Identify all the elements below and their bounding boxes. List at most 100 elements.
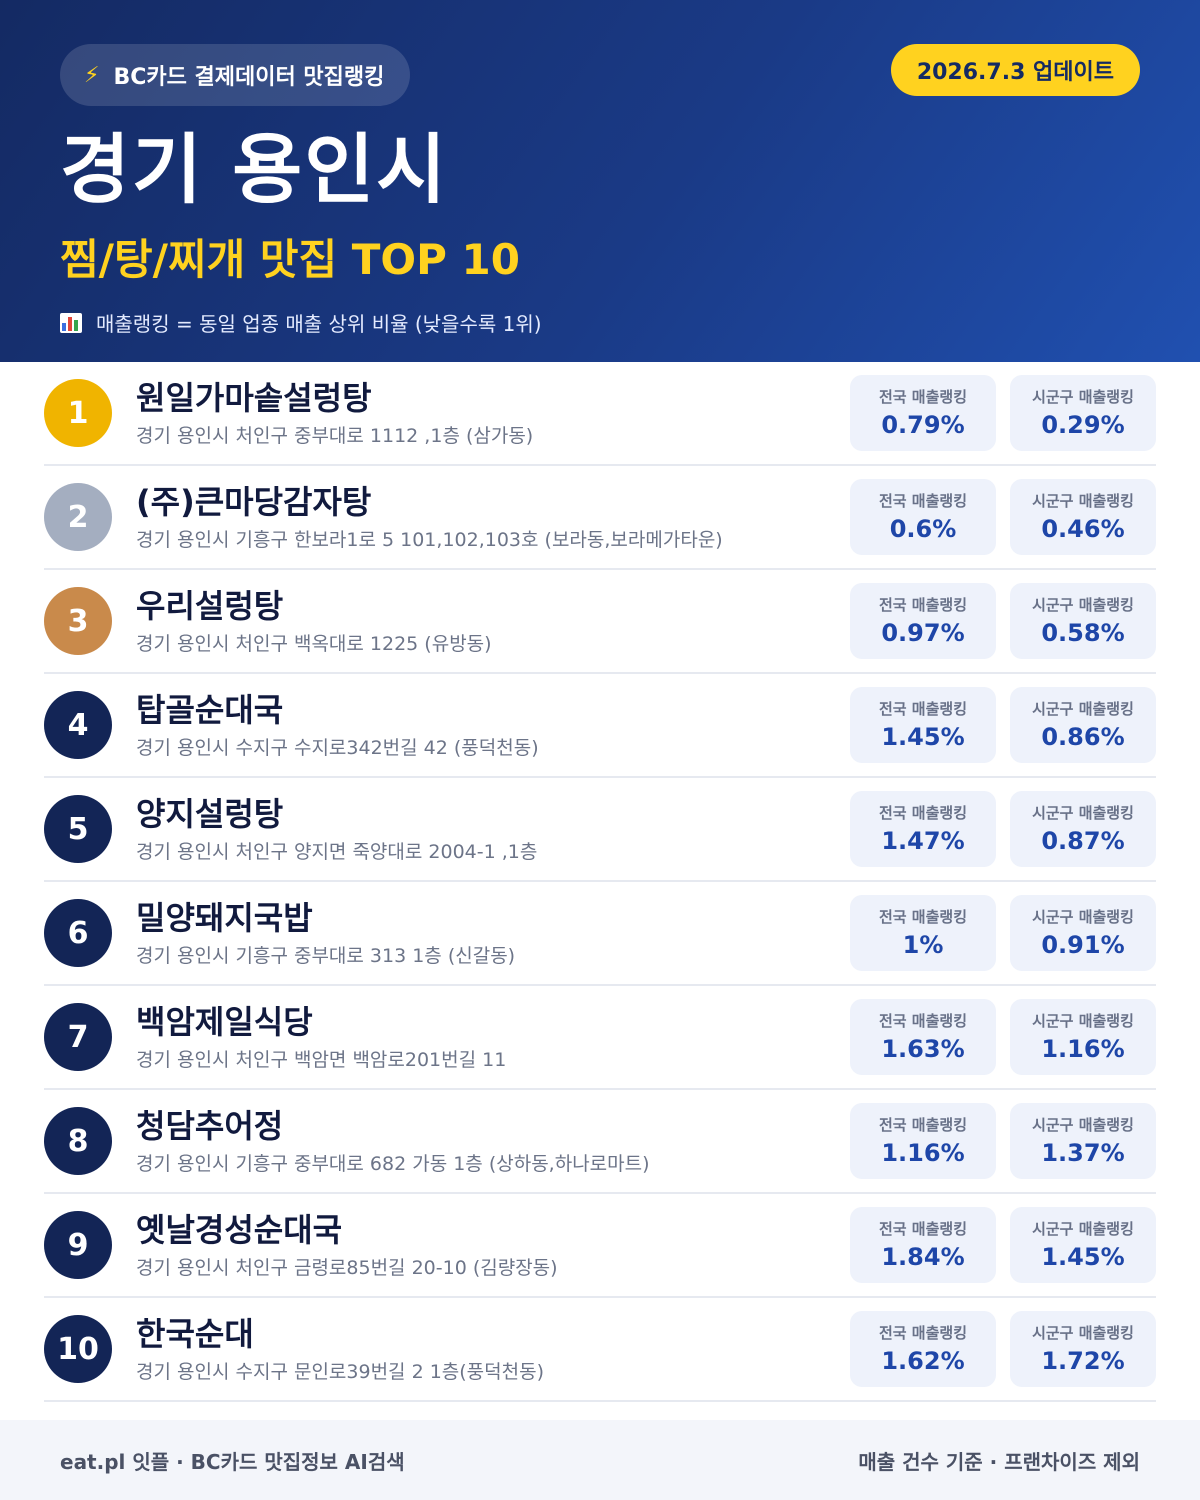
district-ranking-card: 시군구 매출랭킹 1.37% — [1010, 1103, 1156, 1179]
footer-source: eat.pl 잇플 · BC카드 맛집정보 AI검색 — [60, 1449, 405, 1474]
restaurant-list: 1 원일가마솥설렁탕 경기 용인시 처인구 중부대로 1112 ,1층 (삼가동) 전… — [0, 362, 1200, 1402]
restaurant-address: 경기 용인시 기흥구 중부대로 682 가동 1층 (상하동,하나로마트) — [136, 1153, 650, 1175]
rank-badge: 8 — [44, 1107, 112, 1175]
district-ranking-value: 0.91% — [1041, 931, 1125, 959]
district-ranking-value: 1.16% — [1041, 1035, 1125, 1063]
restaurant-name: 우리설렁탕 — [136, 587, 284, 625]
list-item[interactable]: 10 한국순대 경기 용인시 수지구 문인로39번길 2 1층(풍덕천동) 전국 매출… — [44, 1298, 1156, 1402]
national-ranking-card: 전국 매출랭킹 1% — [850, 895, 996, 971]
rank-badge: 5 — [44, 795, 112, 863]
restaurant-name: 청담추어정 — [136, 1107, 284, 1145]
district-ranking-label: 시군구 매출랭킹 — [1032, 804, 1134, 822]
header: ⚡ BC카드 결제데이터 맛집랭킹 2026.7.3 업데이트 경기 용인시 찜… — [0, 0, 1200, 362]
restaurant-address: 경기 용인시 처인구 백옥대로 1225 (유방동) — [136, 633, 492, 655]
restaurant-name: 원일가마솥설렁탕 — [136, 379, 372, 417]
list-item[interactable]: 7 백암제일식당 경기 용인시 처인구 백암면 백암로201번길 11 전국 매출랭킹… — [44, 986, 1156, 1090]
restaurant-name: 옛날경성순대국 — [136, 1211, 343, 1249]
district-ranking-card: 시군구 매출랭킹 1.16% — [1010, 999, 1156, 1075]
district-ranking-value: 0.46% — [1041, 515, 1125, 543]
national-ranking-label: 전국 매출랭킹 — [878, 596, 968, 614]
national-ranking-label: 전국 매출랭킹 — [878, 1012, 968, 1030]
rank-badge: 3 — [44, 587, 112, 655]
national-ranking-value: 0.6% — [889, 515, 957, 543]
bar-chart-icon — [60, 312, 82, 333]
district-ranking-value: 1.37% — [1041, 1139, 1125, 1167]
footer-criteria: 매출 건수 기준 · 프랜차이즈 제외 — [858, 1449, 1140, 1474]
district-ranking-card: 시군구 매출랭킹 0.29% — [1010, 375, 1156, 451]
national-ranking-value: 1% — [902, 931, 944, 959]
brand-badge: ⚡ BC카드 결제데이터 맛집랭킹 — [60, 44, 411, 106]
national-ranking-label: 전국 매출랭킹 — [878, 700, 968, 718]
list-item[interactable]: 2 (주)큰마당감자탕 경기 용인시 기흥구 한보라1로 5 101,102,103… — [44, 466, 1156, 570]
list-item[interactable]: 4 탑골순대국 경기 용인시 수지구 수지로342번길 42 (풍덕천동) 전국 매출… — [44, 674, 1156, 778]
national-ranking-card: 전국 매출랭킹 0.79% — [850, 375, 996, 451]
national-ranking-card: 전국 매출랭킹 1.62% — [850, 1311, 996, 1387]
restaurant-name: 백암제일식당 — [136, 1003, 313, 1041]
ranking-stats: 전국 매출랭킹 0.79% 시군구 매출랭킹 0.29% — [850, 375, 1156, 451]
district-ranking-value: 0.58% — [1041, 619, 1125, 647]
ranking-note-text: 매출랭킹 = 동일 업종 매출 상위 비율 (낮을수록 1위) — [96, 312, 542, 336]
district-ranking-card: 시군구 매출랭킹 0.87% — [1010, 791, 1156, 867]
national-ranking-value: 1.16% — [881, 1139, 965, 1167]
ranking-stats: 전국 매출랭킹 1.45% 시군구 매출랭킹 0.86% — [850, 687, 1156, 763]
national-ranking-card: 전국 매출랭킹 1.63% — [850, 999, 996, 1075]
restaurant-info: 옛날경성순대국 경기 용인시 처인구 금령로85번길 20-10 (김량장동) — [136, 1210, 838, 1280]
national-ranking-value: 1.62% — [881, 1347, 965, 1375]
list-item[interactable]: 5 양지설렁탕 경기 용인시 처인구 양지면 죽양대로 2004-1 ,1층 전국 매… — [44, 778, 1156, 882]
restaurant-info: 한국순대 경기 용인시 수지구 문인로39번길 2 1층(풍덕천동) — [136, 1314, 838, 1384]
ranking-stats: 전국 매출랭킹 1.62% 시군구 매출랭킹 1.72% — [850, 1311, 1156, 1387]
ranking-stats: 전국 매출랭킹 0.6% 시군구 매출랭킹 0.46% — [850, 479, 1156, 555]
restaurant-address: 경기 용인시 처인구 양지면 죽양대로 2004-1 ,1층 — [136, 841, 538, 863]
list-item[interactable]: 3 우리설렁탕 경기 용인시 처인구 백옥대로 1225 (유방동) 전국 매출랭킹 0… — [44, 570, 1156, 674]
rank-badge: 10 — [44, 1315, 112, 1383]
restaurant-name: (주)큰마당감자탕 — [136, 483, 372, 521]
district-ranking-value: 0.86% — [1041, 723, 1125, 751]
restaurant-address: 경기 용인시 처인구 중부대로 1112 ,1층 (삼가동) — [136, 425, 534, 447]
district-ranking-card: 시군구 매출랭킹 0.46% — [1010, 479, 1156, 555]
national-ranking-label: 전국 매출랭킹 — [878, 908, 968, 926]
district-ranking-value: 1.72% — [1041, 1347, 1125, 1375]
restaurant-address: 경기 용인시 기흥구 중부대로 313 1층 (신갈동) — [136, 945, 516, 967]
national-ranking-card: 전국 매출랭킹 0.97% — [850, 583, 996, 659]
district-ranking-card: 시군구 매출랭킹 0.58% — [1010, 583, 1156, 659]
list-item[interactable]: 1 원일가마솥설렁탕 경기 용인시 처인구 중부대로 1112 ,1층 (삼가동) 전… — [44, 362, 1156, 466]
district-ranking-card: 시군구 매출랭킹 0.86% — [1010, 687, 1156, 763]
national-ranking-label: 전국 매출랭킹 — [878, 492, 968, 510]
national-ranking-card: 전국 매출랭킹 1.45% — [850, 687, 996, 763]
district-ranking-label: 시군구 매출랭킹 — [1032, 1220, 1134, 1238]
lightning-bolt-icon: ⚡ — [84, 62, 100, 88]
district-ranking-label: 시군구 매출랭킹 — [1032, 1324, 1134, 1342]
district-ranking-value: 0.87% — [1041, 827, 1125, 855]
list-item[interactable]: 9 옛날경성순대국 경기 용인시 처인구 금령로85번길 20-10 (김량장동) 전… — [44, 1194, 1156, 1298]
national-ranking-value: 1.84% — [881, 1243, 965, 1271]
restaurant-address: 경기 용인시 처인구 백암면 백암로201번길 11 — [136, 1049, 507, 1071]
district-ranking-card: 시군구 매출랭킹 1.72% — [1010, 1311, 1156, 1387]
restaurant-name: 한국순대 — [136, 1315, 254, 1353]
rank-badge: 1 — [44, 379, 112, 447]
restaurant-address: 경기 용인시 기흥구 한보라1로 5 101,102,103호 (보라동,보라메… — [136, 529, 723, 551]
district-ranking-card: 시군구 매출랭킹 1.45% — [1010, 1207, 1156, 1283]
restaurant-name: 탑골순대국 — [136, 691, 284, 729]
ranking-stats: 전국 매출랭킹 1.47% 시군구 매출랭킹 0.87% — [850, 791, 1156, 867]
restaurant-name: 밀양돼지국밥 — [136, 899, 313, 937]
rank-badge: 4 — [44, 691, 112, 759]
ranking-stats: 전국 매출랭킹 1.63% 시군구 매출랭킹 1.16% — [850, 999, 1156, 1075]
ranking-stats: 전국 매출랭킹 1% 시군구 매출랭킹 0.91% — [850, 895, 1156, 971]
page-subtitle: 찜/탕/찌개 맛집 TOP 10 — [60, 235, 520, 284]
rank-badge: 9 — [44, 1211, 112, 1279]
update-date-badge: 2026.7.3 업데이트 — [890, 44, 1140, 96]
national-ranking-label: 전국 매출랭킹 — [878, 804, 968, 822]
brand-label: BC카드 결제데이터 맛집랭킹 — [113, 65, 385, 90]
national-ranking-label: 전국 매출랭킹 — [878, 1116, 968, 1134]
restaurant-address: 경기 용인시 수지구 수지로342번길 42 (풍덕천동) — [136, 737, 539, 759]
ranking-stats: 전국 매출랭킹 1.16% 시군구 매출랭킹 1.37% — [850, 1103, 1156, 1179]
rank-badge: 6 — [44, 899, 112, 967]
national-ranking-value: 1.47% — [881, 827, 965, 855]
